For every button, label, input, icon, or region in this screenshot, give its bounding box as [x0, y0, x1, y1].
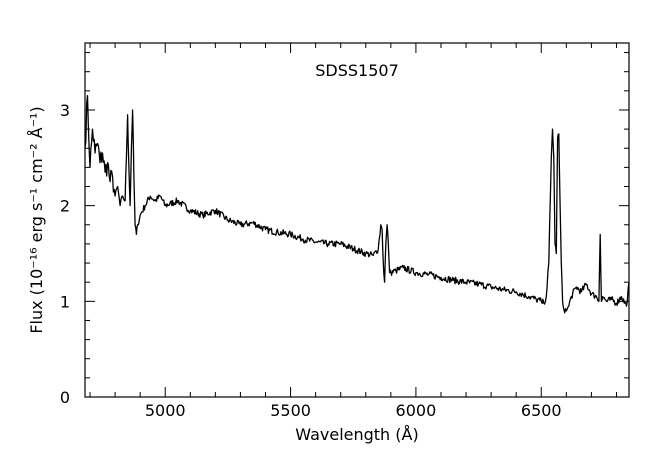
spectrum-series-line [84, 94, 630, 314]
chart-title: SDSS1507 [315, 61, 399, 80]
y-tick-label: 0 [60, 388, 70, 407]
x-tick-labels: 5000 5500 6000 6500 [145, 401, 562, 420]
y-axis-title: Flux (10⁻¹⁶ erg s⁻¹ cm⁻² Å⁻¹) [27, 106, 46, 333]
plot-frame [84, 42, 630, 398]
x-tick-label: 5000 [145, 401, 186, 420]
y-tick-label: 3 [60, 101, 70, 120]
x-tick-label: 5500 [270, 401, 311, 420]
x-tick-label: 6000 [396, 401, 437, 420]
x-tick-label: 6500 [521, 401, 562, 420]
y-tick-labels: 0 1 2 3 [60, 101, 70, 407]
y-tick-label: 1 [60, 292, 70, 311]
x-axis-title: Wavelength (Å) [295, 425, 418, 444]
axis-ticks [85, 43, 629, 398]
y-tick-label: 2 [60, 197, 70, 216]
